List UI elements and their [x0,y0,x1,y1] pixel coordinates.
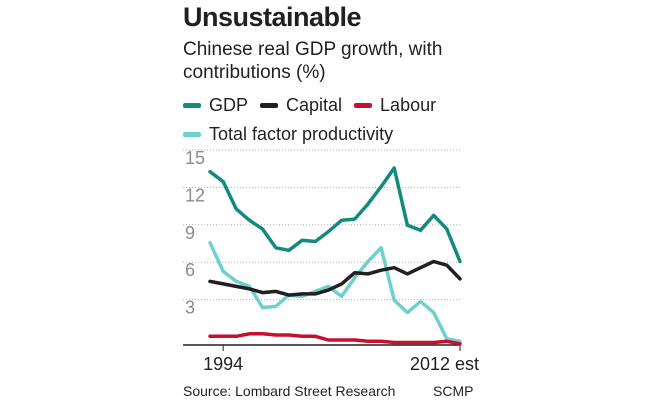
series-line-gdp [208,166,462,264]
y-tick-label-6: 6 [185,260,195,280]
legend-swatch-gdp [183,103,201,108]
x-tick-label-1: 2012 est [410,354,479,374]
legend-label-gdp: GDP [209,95,249,115]
y-tick-label-12: 12 [185,185,205,205]
chart-subtitle: Chinese real GDP growth, with contributi… [183,39,443,83]
credit-label: SCMP [433,383,474,399]
legend-row-2: Total factor productivity [183,124,405,145]
source-note: Source: Lombard Street Research [183,383,396,399]
y-tick-label-3: 3 [185,298,195,318]
legend-item-tfp: Total factor productivity [183,124,393,145]
y-tick-label-15: 15 [185,148,205,168]
series-line-total-factor-productivity [208,241,462,344]
legend-label-labour: Labour [380,95,437,115]
legend-item-labour: Labour [354,95,436,116]
chart-title: Unsustainable [183,2,362,32]
series-line-labour [208,332,462,346]
legend-swatch-labour [354,103,373,108]
legend-label-tfp: Total factor productivity [209,124,394,144]
legend-item-capital: Capital [260,95,342,116]
series-line-capital [208,259,462,297]
legend-swatch-capital [260,103,279,108]
legend-item-gdp: GDP [183,95,248,116]
y-tick-label-9: 9 [185,223,195,243]
x-tick-label-0: 1994 [203,354,243,374]
legend-label-capital: Capital [286,95,343,115]
legend-row-1: GDP Capital Labour [183,95,448,116]
legend-swatch-tfp [183,132,201,137]
